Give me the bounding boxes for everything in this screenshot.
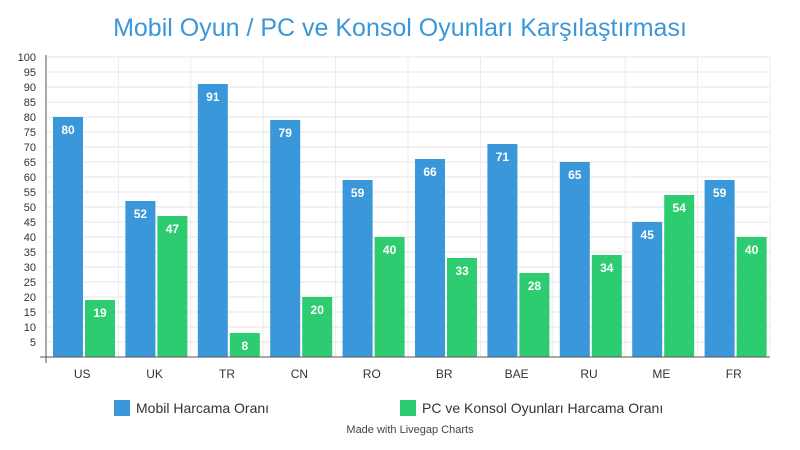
y-tick-label: 90: [24, 82, 36, 94]
y-tick-label: 75: [24, 127, 36, 139]
y-tick-label: 80: [24, 112, 36, 124]
bars: 80 19 52 47 91 8 79 20 59 40 66 33 71 28 65 34 45 54 59 40: [53, 84, 767, 357]
y-tick-label: 85: [24, 97, 36, 109]
data-label: 40: [745, 243, 759, 257]
legend-swatch-pc-console: [400, 400, 416, 416]
y-tick-label: 95: [24, 67, 36, 79]
x-tick-label: BR: [436, 367, 453, 381]
y-tick-label: 40: [24, 232, 36, 244]
data-label: 33: [455, 264, 469, 278]
y-tick-label: 100: [18, 52, 36, 64]
y-tick-label: 45: [24, 217, 36, 229]
y-tick-label: 5: [30, 337, 36, 349]
chart-title: Mobil Oyun / PC ve Konsol Oyunları Karşı…: [113, 14, 687, 42]
data-label: 40: [383, 243, 397, 257]
credit-text: Made with Livegap Charts: [346, 424, 474, 436]
data-label: 20: [311, 303, 325, 317]
data-label: 80: [61, 123, 75, 137]
legend-label-mobile: Mobil Harcama Oranı: [136, 400, 270, 416]
y-tick-label: 10: [24, 322, 36, 334]
data-label: 91: [206, 90, 220, 104]
bar-pc-console: [302, 297, 333, 357]
bar-mobile: [270, 120, 301, 357]
bar-mobile: [632, 222, 663, 357]
data-label: 59: [351, 186, 365, 200]
bar-pc-console: [85, 300, 115, 357]
x-tick-label: RO: [363, 367, 381, 381]
data-label: 47: [166, 222, 180, 236]
data-label: 8: [241, 339, 248, 353]
legend: Mobil Harcama Oranı PC ve Konsol Oyunlar…: [0, 400, 800, 420]
y-tick-label: 55: [24, 187, 36, 199]
bar-mobile: [559, 162, 590, 357]
x-tick-label: RU: [580, 367, 597, 381]
legend-item-mobile[interactable]: Mobil Harcama Oranı: [114, 400, 269, 416]
y-tick-label: 35: [24, 247, 36, 259]
y-tick-label: 65: [24, 157, 36, 169]
y-tick-label: 30: [24, 262, 36, 274]
data-label: 66: [423, 165, 437, 179]
x-tick-label: FR: [726, 367, 742, 381]
data-label: 54: [673, 201, 687, 215]
bar-pc-console: [374, 237, 405, 357]
x-tick-label: UK: [146, 367, 163, 381]
data-label: 79: [279, 126, 293, 140]
bar-pc-console: [229, 333, 260, 357]
y-tick-label: 20: [24, 292, 36, 304]
bar-mobile: [415, 159, 445, 357]
data-label: 52: [134, 207, 148, 221]
bar-mobile: [197, 84, 228, 357]
y-tick-label: 15: [24, 307, 36, 319]
x-tick-label: ME: [652, 367, 670, 381]
data-label: 45: [641, 228, 655, 242]
data-label: 71: [496, 150, 510, 164]
x-tick-label: US: [74, 367, 91, 381]
bar-pc-console: [664, 195, 695, 357]
x-tick-label: TR: [219, 367, 235, 381]
data-label: 59: [713, 186, 727, 200]
legend-swatch-mobile: [114, 400, 130, 416]
data-label: 34: [600, 261, 614, 275]
bar-mobile: [487, 144, 518, 357]
bar-mobile: [53, 117, 83, 357]
y-tick-label: 70: [24, 142, 36, 154]
y-tick-label: 60: [24, 172, 36, 184]
x-tick-label: BAE: [505, 367, 529, 381]
y-tick-label: 50: [24, 202, 36, 214]
bar-mobile: [342, 180, 373, 357]
bar-mobile: [704, 180, 735, 357]
legend-item-pc-console[interactable]: PC ve Konsol Oyunları Harcama Oranı: [400, 400, 663, 416]
data-label: 65: [568, 168, 582, 182]
legend-label-pc-console: PC ve Konsol Oyunları Harcama Oranı: [422, 400, 664, 416]
axes: 5 10 15 20 25 30 35 40 45 50 55 60 65 70 75 80 85 90 95 100…: [18, 52, 770, 381]
bar-mobile: [125, 201, 156, 357]
bar-pc-console: [157, 216, 188, 357]
bar-pc-console: [519, 273, 550, 357]
bar-pc-console: [591, 255, 622, 357]
y-tick-label: 25: [24, 277, 36, 289]
x-tick-label: CN: [291, 367, 308, 381]
bar-pc-console: [447, 258, 477, 357]
data-label: 19: [93, 306, 107, 320]
bar-pc-console: [736, 237, 767, 357]
data-label: 28: [528, 279, 542, 293]
